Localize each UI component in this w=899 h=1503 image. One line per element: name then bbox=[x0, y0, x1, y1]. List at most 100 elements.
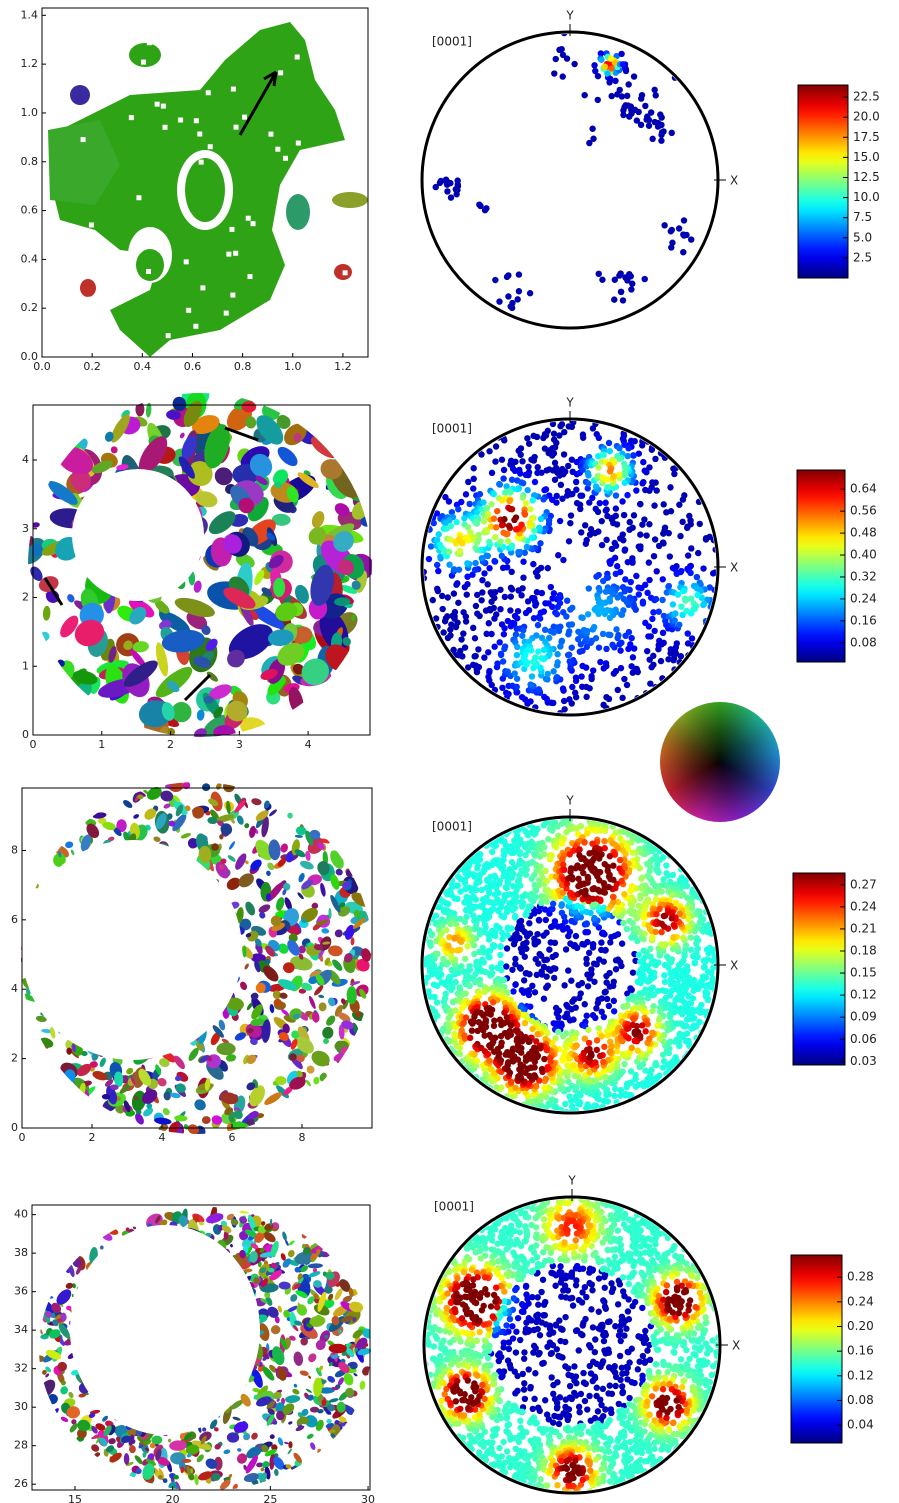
pole-point bbox=[694, 591, 701, 599]
grain bbox=[317, 842, 325, 850]
pole-point bbox=[597, 50, 605, 57]
pole-point bbox=[588, 970, 595, 978]
grain bbox=[182, 974, 193, 988]
grain bbox=[285, 852, 295, 863]
colorbar-tick-label: 0.16 bbox=[850, 613, 877, 627]
pole-point bbox=[628, 1044, 636, 1052]
grain bbox=[96, 483, 124, 498]
pole-point bbox=[452, 921, 460, 928]
grain bbox=[105, 946, 112, 956]
pole-point bbox=[693, 950, 700, 957]
pole-point bbox=[543, 929, 550, 936]
grain bbox=[168, 820, 176, 827]
grain-pixel bbox=[162, 124, 168, 130]
grain bbox=[69, 912, 82, 928]
pole-point bbox=[598, 1033, 605, 1040]
grain bbox=[157, 908, 162, 919]
pole-point bbox=[616, 272, 623, 279]
grain bbox=[126, 875, 136, 890]
grain-pixel bbox=[331, 51, 337, 57]
x-tick-label: 0 bbox=[30, 738, 37, 751]
grain bbox=[276, 897, 285, 911]
pole-point bbox=[646, 464, 653, 471]
grain bbox=[305, 1079, 311, 1087]
grain bbox=[159, 564, 170, 581]
pole-point bbox=[682, 942, 690, 949]
pole-point bbox=[624, 558, 631, 566]
grain-pixel bbox=[346, 46, 352, 52]
pole-point bbox=[695, 549, 702, 557]
pole-point bbox=[513, 683, 520, 691]
pole-point bbox=[520, 989, 527, 996]
pole-point bbox=[526, 290, 534, 297]
grain bbox=[87, 516, 100, 529]
grain bbox=[81, 538, 93, 565]
grain bbox=[122, 922, 129, 932]
grain bbox=[266, 532, 276, 541]
pole-point bbox=[565, 967, 572, 974]
pole-point bbox=[500, 914, 508, 921]
grain bbox=[123, 660, 158, 687]
x-tick-label: 2 bbox=[89, 1131, 96, 1144]
grain bbox=[213, 974, 222, 983]
grain bbox=[165, 864, 169, 870]
pole-point bbox=[663, 862, 670, 869]
pole-point bbox=[486, 538, 493, 546]
pole-title: [0001] bbox=[432, 422, 472, 436]
pole-point bbox=[474, 862, 482, 869]
grain bbox=[141, 1004, 146, 1011]
pole-point bbox=[642, 1009, 649, 1016]
grain bbox=[204, 920, 214, 927]
pole-point bbox=[595, 1025, 603, 1032]
pole-point bbox=[507, 489, 514, 496]
x-tick-label: 1.2 bbox=[334, 360, 352, 373]
grain bbox=[292, 663, 304, 675]
pole-point bbox=[587, 526, 595, 533]
pole-point bbox=[640, 947, 647, 954]
grain bbox=[234, 1032, 246, 1041]
grain bbox=[76, 495, 108, 510]
pole-point bbox=[462, 618, 470, 625]
pole-point bbox=[602, 499, 609, 506]
grain bbox=[311, 1011, 320, 1023]
pole-point bbox=[647, 945, 654, 953]
grain bbox=[192, 926, 200, 937]
pole-point bbox=[462, 1014, 470, 1021]
grain bbox=[72, 935, 80, 947]
grain bbox=[81, 547, 110, 562]
grain bbox=[287, 939, 300, 956]
grain-pixel bbox=[342, 304, 348, 310]
pole-point bbox=[671, 470, 678, 478]
grain bbox=[309, 829, 321, 840]
pole-point bbox=[566, 1055, 574, 1062]
grain bbox=[279, 992, 288, 999]
grain bbox=[51, 997, 65, 1005]
colorbar-tick-label: 17.5 bbox=[853, 130, 880, 144]
pole-point bbox=[594, 96, 601, 104]
grain bbox=[278, 1032, 289, 1042]
pole-point bbox=[505, 293, 512, 300]
grain bbox=[72, 951, 82, 960]
grain bbox=[173, 978, 182, 984]
map-image bbox=[21, 782, 372, 1134]
grain-pixel bbox=[242, 114, 248, 120]
pole-point bbox=[618, 611, 625, 618]
grain bbox=[187, 978, 194, 985]
pole-point bbox=[629, 559, 636, 566]
grain bbox=[129, 43, 161, 67]
grain bbox=[271, 513, 291, 526]
pole-point bbox=[639, 1061, 647, 1068]
pole-point bbox=[573, 486, 580, 493]
grain-pixel bbox=[200, 285, 206, 291]
pole-point bbox=[584, 627, 591, 635]
pole-point bbox=[651, 536, 659, 543]
grain bbox=[98, 880, 114, 893]
grain bbox=[134, 1002, 146, 1020]
pole-point bbox=[595, 609, 603, 616]
pole-point bbox=[643, 116, 650, 123]
y-tick-label: 2 bbox=[11, 1052, 18, 1065]
grain-pixel bbox=[145, 268, 151, 274]
grain bbox=[165, 488, 175, 496]
pole-point bbox=[444, 188, 451, 195]
y-tick-label: 4 bbox=[22, 453, 29, 466]
